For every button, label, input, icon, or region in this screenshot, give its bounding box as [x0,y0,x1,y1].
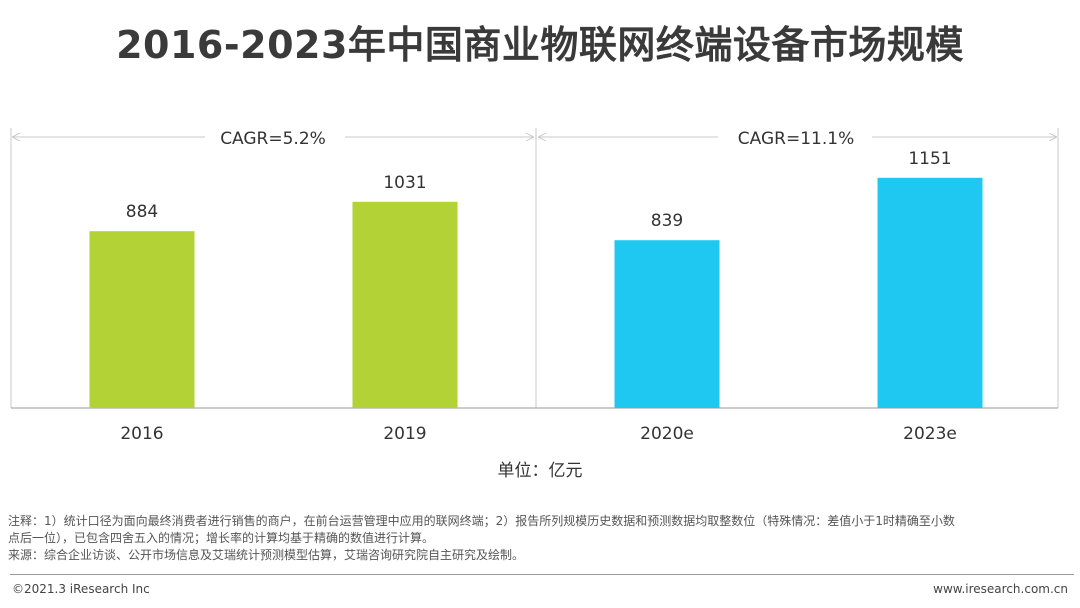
footer-divider [10,574,1074,575]
bar-2019 [352,201,458,408]
bar-value-label-2020e: 839 [651,211,683,231]
bar-value-label-2016: 884 [126,202,158,222]
bar-value-label-2023e: 1151 [908,149,951,169]
note-line-1: 注释：1）统计口径为面向最终消费者进行销售的商户，在前台运营管理中应用的联网终端… [8,514,955,528]
bar-chart: CAGR=5.2% CAGR=11.1% 884 2016 1031 2019 839 2… [10,128,1059,444]
bar-2020e [614,240,720,408]
cagr-left-label: CAGR=5.2% [220,129,326,149]
bar-value-label-2019: 1031 [383,173,426,193]
notes-block: 注释：1）统计口径为面向最终消费者进行销售的商户，在前台运营管理中应用的联网终端… [8,513,1072,564]
note-line-2: 点后一位），已包含四舍五入的情况；增长率的计算均基于精确的数值进行计算。 [8,531,435,545]
bar-2016 [89,231,195,408]
bar-2023e [877,177,983,408]
x-tick-label-2016: 2016 [120,424,163,444]
x-tick-label-2020e: 2020e [640,424,694,444]
cagr-right-label: CAGR=11.1% [738,129,854,149]
website-link[interactable]: www.iresearch.com.cn [933,582,1068,596]
source-line: 来源：综合企业访谈、公开市场信息及艾瑞统计预测模型估算，艾瑞咨询研究院自主研究及… [8,548,525,562]
page-title: 2016-2023年中国商业物联网终端设备市场规模 [116,23,964,67]
x-tick-label-2019: 2019 [383,424,426,444]
unit-label: 单位：亿元 [497,461,583,481]
copyright-text: ©2021.3 iResearch Inc [12,582,150,596]
x-tick-label-2023e: 2023e [903,424,957,444]
